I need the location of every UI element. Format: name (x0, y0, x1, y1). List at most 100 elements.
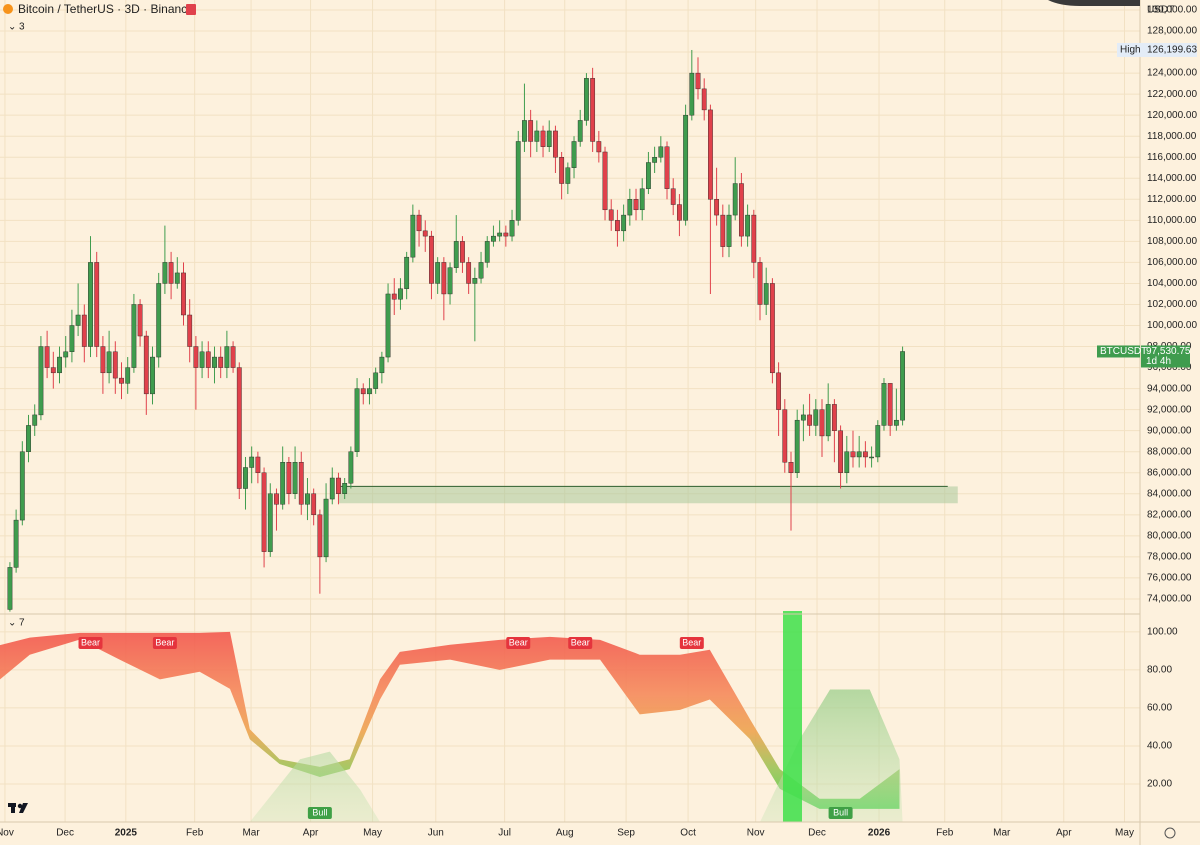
candle-body (677, 204, 682, 221)
candle-body (528, 120, 534, 142)
candle-body (69, 325, 75, 353)
x-tick-label: Dec (808, 828, 826, 839)
x-tick-label: Oct (680, 828, 696, 839)
x-tick-label: Apr (1056, 828, 1072, 839)
candle-body (280, 462, 286, 505)
candle-body (379, 356, 385, 374)
candle-body (112, 351, 118, 379)
candle-body (156, 283, 162, 358)
candle-body (856, 451, 862, 458)
y-tick-label: 102,000.00 (1147, 299, 1197, 310)
candle-body (584, 78, 589, 121)
candle-body (689, 72, 695, 116)
candle-body (515, 141, 521, 221)
candle-body (261, 472, 267, 552)
candle-body (317, 514, 323, 558)
y-tick-label: 120,000.00 (1147, 110, 1197, 121)
x-tick-label: 2025 (115, 828, 138, 839)
candle-body (893, 419, 899, 426)
collapse-chevron[interactable]: ⌄ (8, 22, 16, 33)
y-tick-label: 100,000.00 (1147, 320, 1197, 331)
x-tick-label: May (1115, 828, 1134, 839)
candle-body (311, 493, 317, 516)
x-tick-label: Feb (186, 828, 204, 839)
candle-body (435, 262, 441, 284)
candle-body (373, 372, 379, 389)
candle-body (305, 493, 310, 505)
candle-body (739, 183, 744, 237)
y-tick-label: 108,000.00 (1147, 236, 1197, 247)
y-tick-label: 130,000.00 (1147, 5, 1197, 16)
y-tick-label: 116,000.00 (1147, 152, 1197, 163)
x-tick-label: Dec (56, 828, 74, 839)
candle-body (249, 456, 255, 468)
candle-body (627, 199, 633, 216)
candle-body (174, 272, 180, 284)
signal-label: Bull (833, 807, 848, 817)
y-tick-label: 110,000.00 (1147, 215, 1197, 226)
candle-body (534, 130, 540, 142)
candle-body (825, 404, 831, 437)
pane-label: 7 (19, 618, 25, 629)
y-tick-label: 76,000.00 (1147, 573, 1192, 584)
candle-body (615, 220, 620, 232)
candle-body (714, 199, 720, 216)
candle-body (776, 372, 781, 410)
candle-body (422, 230, 428, 237)
candle-body (19, 451, 25, 521)
candle-body (664, 146, 670, 189)
last-price-text: 1d 4h (1146, 356, 1171, 367)
candle-body (862, 451, 868, 458)
candle-body (404, 256, 410, 289)
last-price-tag (1097, 345, 1140, 358)
y-tick-label: 90,000.00 (1147, 425, 1192, 436)
candle-body (658, 146, 664, 158)
flag-icon[interactable] (186, 4, 196, 15)
candle-body (119, 377, 124, 384)
x-tick-label: Mar (242, 828, 260, 839)
candle-body (782, 409, 788, 463)
x-tick-label: Mar (993, 828, 1011, 839)
candle-body (26, 425, 31, 452)
collapse-chevron[interactable]: ⌄ (8, 618, 16, 629)
candle-body (255, 456, 261, 473)
candle-body (44, 346, 50, 368)
candle-body (478, 262, 484, 279)
candle-body (869, 456, 874, 459)
candle-body (732, 183, 738, 216)
signal-label: Bear (81, 637, 100, 647)
high-badge (1117, 42, 1197, 57)
y-tick-label: 74,000.00 (1147, 594, 1192, 605)
settings-button[interactable] (1164, 827, 1176, 839)
x-tick-label: 2026 (868, 828, 891, 839)
candle-body (218, 356, 224, 368)
signal-label: Bear (571, 637, 590, 647)
candle-body (763, 283, 769, 305)
candle-body (639, 188, 645, 211)
chart-title: Bitcoin / TetherUS · 3D · Binance (18, 2, 194, 16)
candle-body (670, 188, 676, 205)
y-tick-label: 88,000.00 (1147, 446, 1192, 457)
y-tick-label: 80,000.00 (1147, 530, 1192, 541)
candle-body (354, 388, 360, 452)
candle-body (168, 262, 174, 284)
candle-body (88, 262, 93, 347)
candle-body (230, 346, 236, 368)
signal-badge (152, 637, 177, 649)
y-tick-label: 84,000.00 (1147, 488, 1192, 499)
candle-body (243, 467, 248, 489)
candle-body (838, 430, 843, 473)
x-tick-label: May (363, 828, 382, 839)
signal-label: Bear (509, 637, 528, 647)
candle-body (342, 483, 348, 494)
candle-body (646, 162, 651, 189)
candle-body (633, 199, 639, 211)
candle-body (701, 88, 707, 111)
candle-body (596, 141, 602, 153)
candle-body (522, 120, 527, 142)
candle-body (398, 288, 403, 300)
candle-body (391, 293, 397, 300)
candle-body (844, 451, 850, 473)
candle-body (367, 388, 372, 395)
